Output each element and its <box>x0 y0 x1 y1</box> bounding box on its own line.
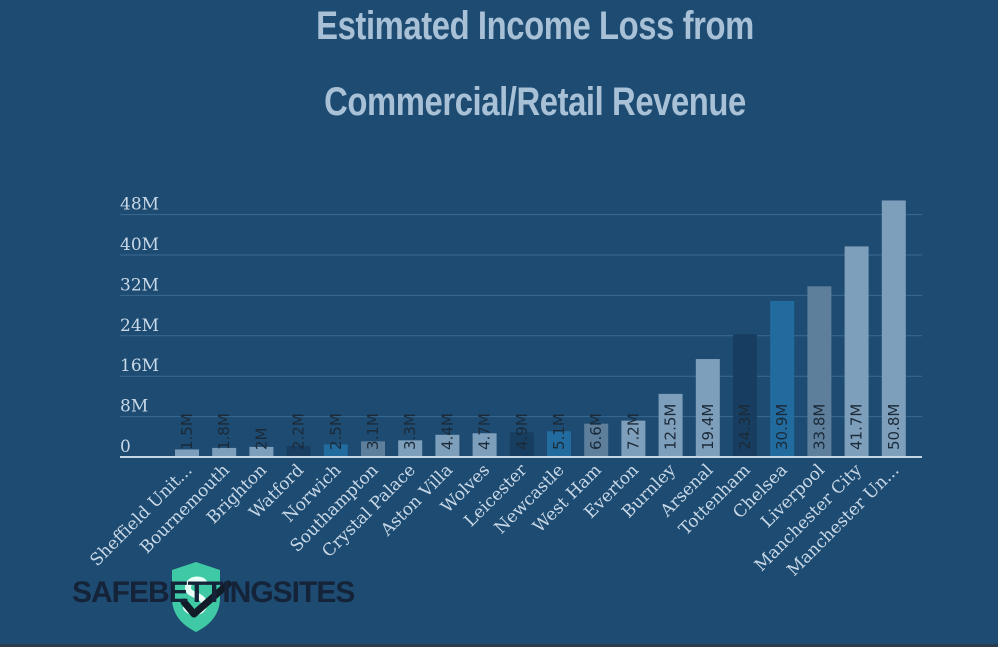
data-label: 33.8M <box>810 404 828 450</box>
bar <box>881 200 906 457</box>
data-label: 1.5M <box>178 413 196 450</box>
bar <box>547 431 571 457</box>
bar <box>435 434 460 457</box>
data-label: 2.5M <box>327 413 345 450</box>
bar <box>770 300 795 457</box>
y-tick-label: 16M <box>120 356 159 376</box>
bar <box>361 441 385 457</box>
y-tick-label: 24M <box>120 316 159 336</box>
data-label: 50.8M <box>885 404 903 450</box>
bar <box>658 393 683 457</box>
chart-title-line-2: Commercial/Retail Revenue <box>324 80 746 124</box>
data-label: 7.2M <box>624 413 642 450</box>
bar <box>584 423 609 457</box>
data-label: 3.3M <box>401 413 419 450</box>
data-label: 5.1M <box>550 413 568 450</box>
data-label: 4.9M <box>513 413 531 450</box>
data-label: 6.6M <box>587 413 605 450</box>
data-label: 3.1M <box>364 413 382 450</box>
data-label: 24.3M <box>736 404 754 450</box>
bar <box>212 447 237 457</box>
y-tick-label: 0 <box>120 437 131 457</box>
bar <box>175 449 199 457</box>
bar <box>807 286 832 457</box>
data-label: 1.8M <box>215 413 233 450</box>
bar <box>323 444 348 457</box>
brand-name: SAFEBETTINGSITES <box>72 576 355 609</box>
data-label: 4.7M <box>476 413 494 450</box>
bar <box>844 246 869 457</box>
y-tick-label: 32M <box>120 275 159 295</box>
data-label: 30.9M <box>773 404 791 450</box>
y-tick-label: 8M <box>120 397 148 417</box>
bar <box>286 445 311 457</box>
data-label: 2M <box>252 428 270 451</box>
bar <box>472 433 497 457</box>
bar <box>733 334 757 457</box>
y-tick-label: 40M <box>120 235 159 255</box>
y-tick-label: 48M <box>120 195 159 215</box>
bar <box>249 446 274 457</box>
bar <box>398 440 423 457</box>
data-label: 4.4M <box>438 413 456 450</box>
data-label: 41.7M <box>848 404 866 450</box>
chart-title-line-1: Estimated Income Loss from <box>316 4 754 48</box>
bottom-border <box>0 644 998 647</box>
data-label: 2.2M <box>290 413 308 450</box>
data-label: 12.5M <box>662 404 680 450</box>
safebettingsites-shield-icon <box>172 562 232 632</box>
bar <box>695 359 720 457</box>
bar <box>621 420 646 457</box>
bar <box>509 432 534 457</box>
data-label: 19.4M <box>699 404 717 450</box>
